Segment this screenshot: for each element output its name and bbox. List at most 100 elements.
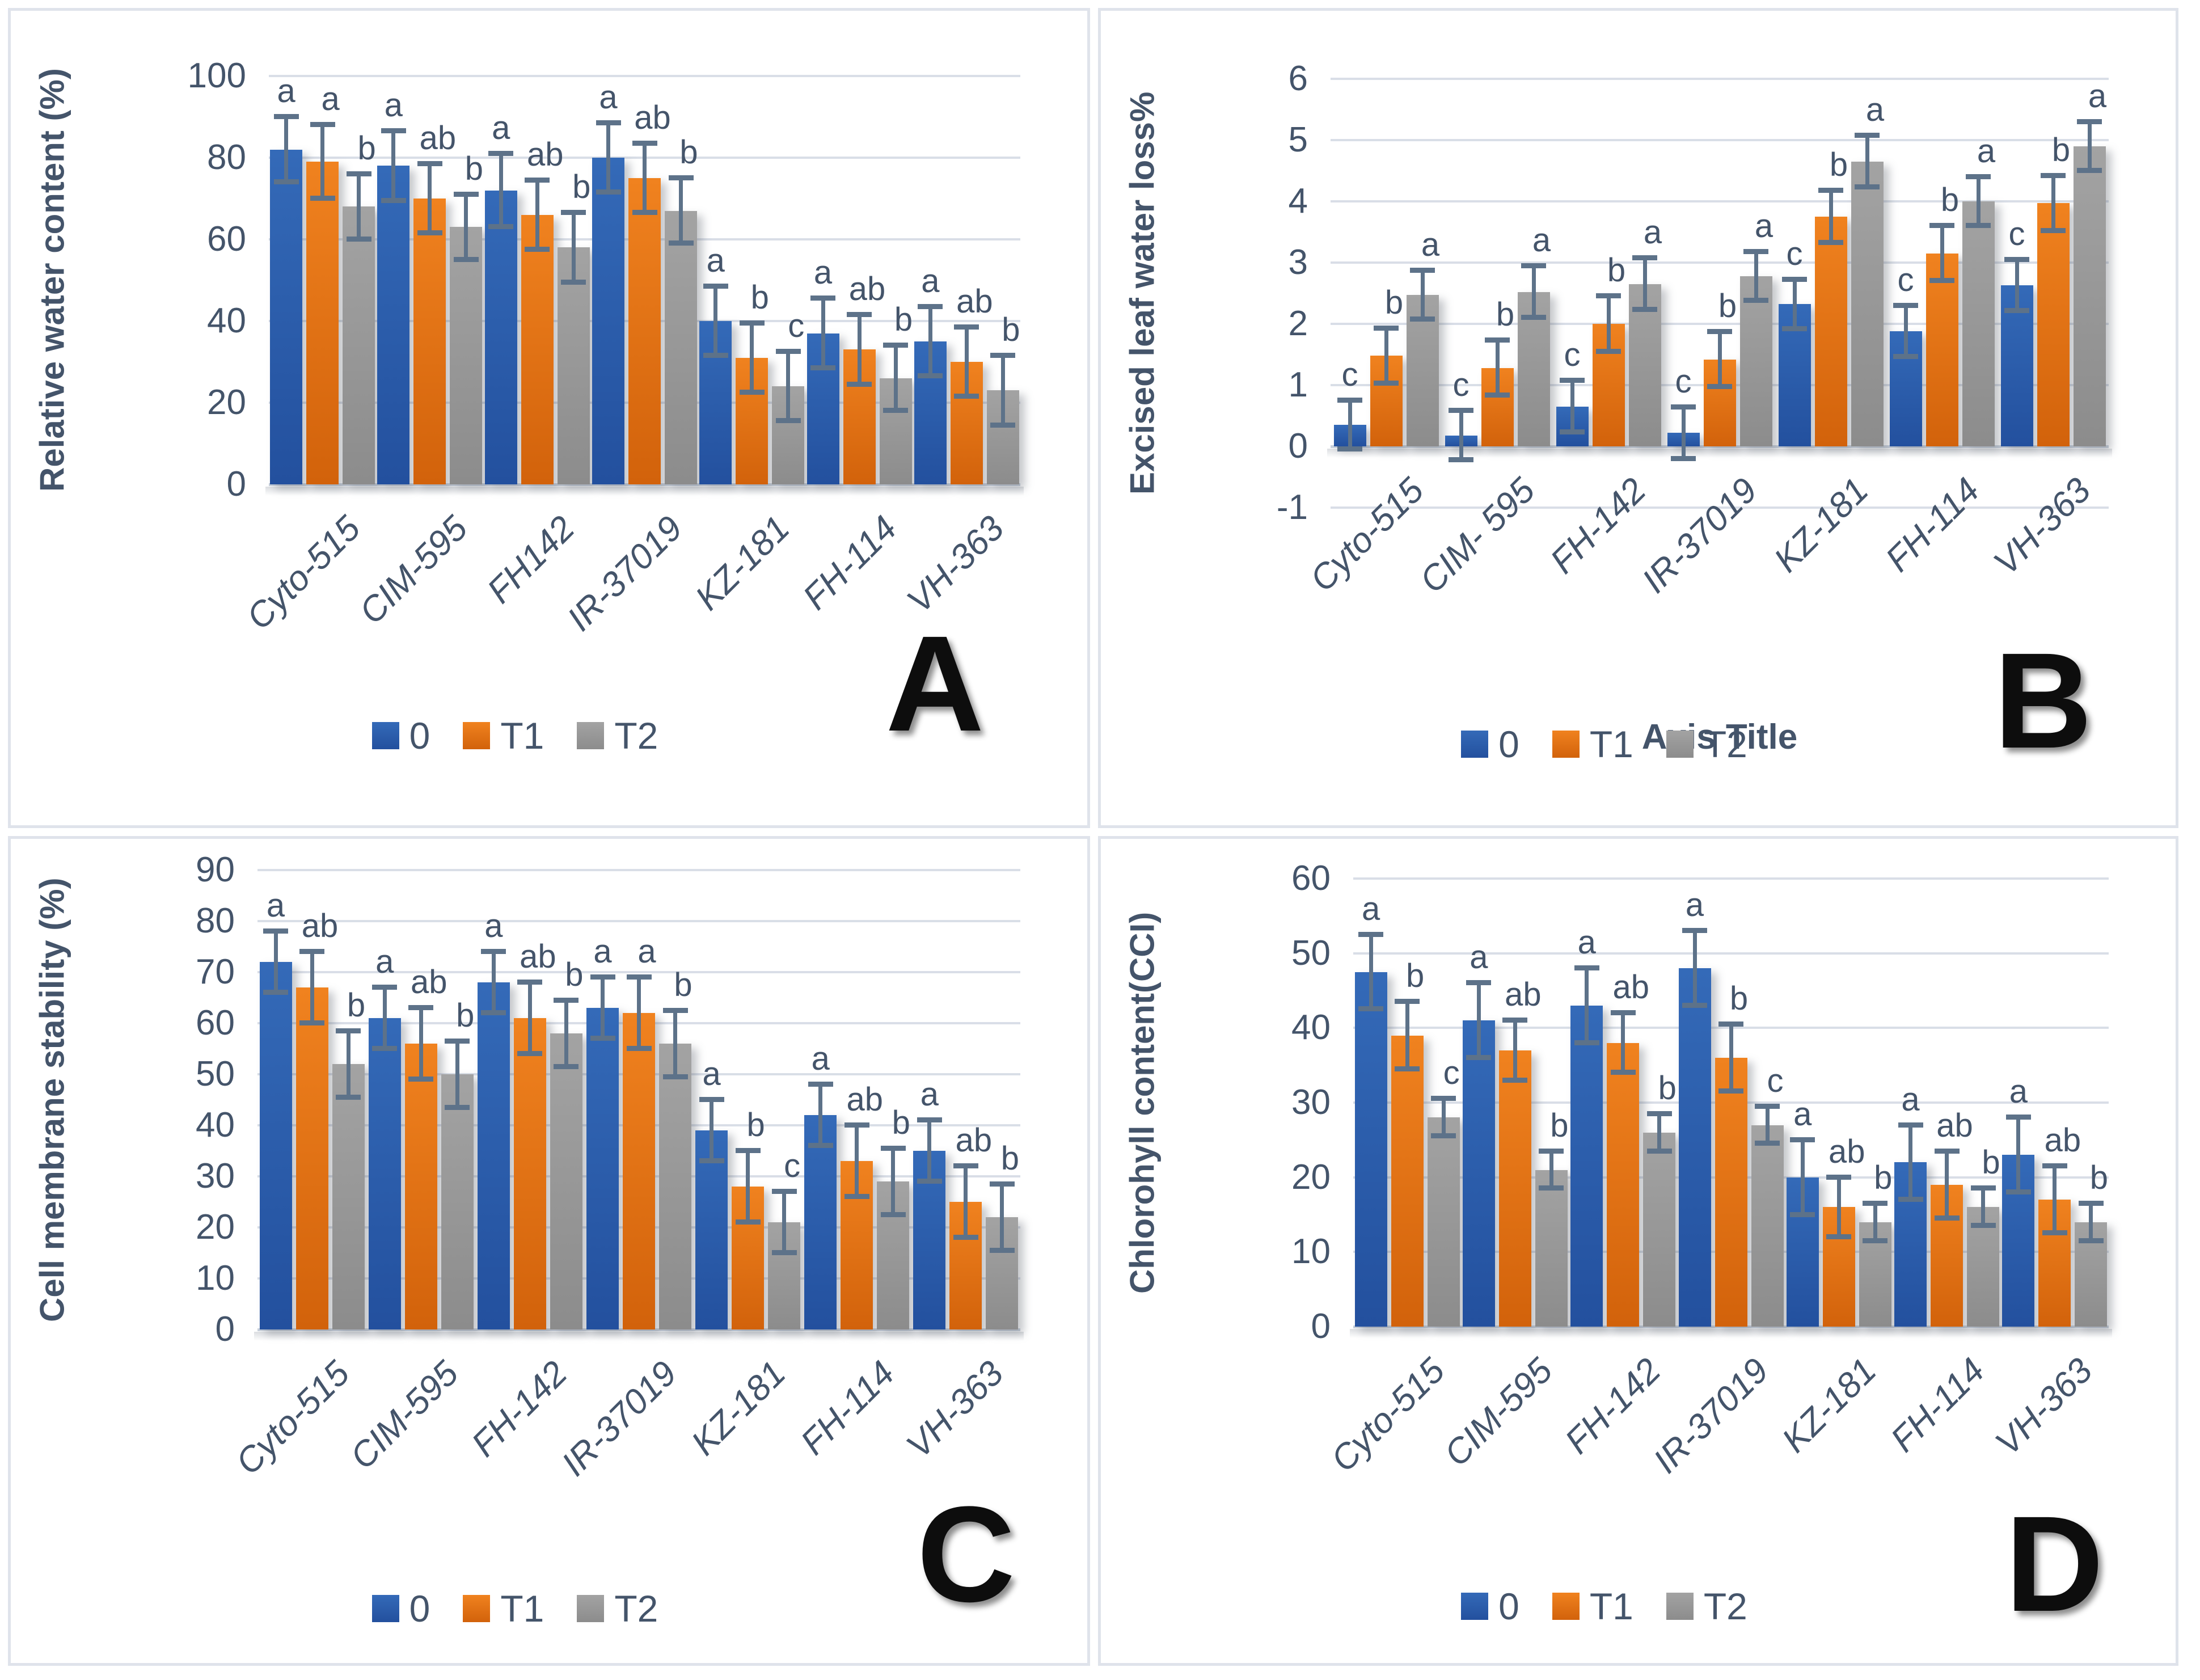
legend-label: T1 (500, 1588, 544, 1630)
error-bar-cap-top (703, 283, 728, 289)
error-bar-cap-bottom (310, 196, 335, 201)
error-bar-cap-bottom (1863, 1238, 1888, 1243)
error-bar-cap-top (771, 1189, 797, 1194)
panel-letter-d: D (2005, 1488, 2105, 1640)
error-bar (320, 125, 325, 199)
error-bar (1420, 271, 1425, 320)
error-bar-cap-top (2004, 256, 2029, 262)
bar-D-CIM-595-T2 (1535, 1170, 1568, 1327)
y-axis-title: Chlorohyll content(CCI) (1123, 911, 1162, 1294)
error-bar-cap-bottom (2042, 1230, 2067, 1236)
significance-letter: b (1874, 1159, 1893, 1196)
y-tick-label: 40 (1291, 1008, 1331, 1048)
error-bar (679, 178, 683, 244)
error-bar-cap-bottom (1743, 297, 1768, 303)
gridline (1331, 445, 2109, 448)
error-bar (964, 1166, 968, 1238)
significance-letter: a (1901, 1080, 1920, 1118)
x-category-label: FH142 (480, 508, 582, 611)
legend-swatch-blue (371, 722, 399, 749)
legend-label: T1 (1589, 1585, 1633, 1627)
error-bar-cap-bottom (372, 1046, 398, 1051)
error-bar-cap-top (561, 210, 586, 216)
x-category-label: FH-114 (1878, 470, 1987, 580)
bar-A-CIM-595-T1 (413, 199, 446, 484)
legend-label: T2 (614, 715, 658, 757)
error-bar-cap-top (1431, 1096, 1456, 1101)
error-bar (535, 180, 539, 250)
significance-letter: a (1754, 207, 1773, 244)
gridline (1353, 1326, 2109, 1328)
error-bar-cap-top (1610, 1010, 1636, 1015)
bar-D-IR-37019-T2 (1751, 1125, 1784, 1327)
error-bar (428, 163, 432, 234)
error-bar-cap-bottom (1574, 1040, 1599, 1045)
x-category-label: CIM- 595 (1412, 470, 1543, 601)
error-bar-cap-bottom (1646, 1148, 1672, 1154)
error-bar-cap-bottom (1970, 1223, 1996, 1229)
legend-swatch-orange (1552, 1593, 1580, 1620)
error-bar-cap-top (810, 296, 836, 301)
error-bar-cap-top (880, 1145, 906, 1151)
error-bar-cap-bottom (1632, 307, 1657, 313)
significance-letter: a (1362, 890, 1380, 927)
error-bar-cap-bottom (703, 353, 728, 358)
x-category-label: IR-37019 (1635, 470, 1765, 601)
error-bar (2089, 1203, 2093, 1241)
axis-shadow (1350, 1329, 2112, 1338)
error-bar-cap-bottom (1431, 1133, 1456, 1139)
significance-letter: a (2009, 1073, 2028, 1111)
error-bar-cap-top (1596, 293, 1621, 299)
significance-letter: b (1384, 284, 1404, 321)
significance-letter: b (1829, 146, 1848, 183)
error-bar (455, 1041, 459, 1108)
error-bar-cap-top (883, 343, 909, 348)
error-bar-cap-bottom (632, 210, 657, 216)
significance-letter: b (1658, 1069, 1677, 1107)
error-bar-cap-top (1718, 1021, 1743, 1027)
error-bar-cap-bottom (1826, 1234, 1852, 1239)
error-bar-cap-bottom (1755, 1141, 1780, 1146)
error-bar-cap-bottom (880, 1212, 906, 1217)
significance-letter: b (1729, 980, 1749, 1017)
y-tick-label: 4 (1288, 181, 1308, 221)
y-tick-label: 50 (1291, 933, 1331, 973)
bar-A-IR-37019-T2 (665, 210, 697, 484)
error-bar-cap-top (273, 114, 299, 119)
error-bar-cap-bottom (662, 1074, 688, 1079)
legend-swatch-orange (1552, 731, 1580, 758)
error-bar-cap-bottom (346, 237, 371, 242)
error-bar-cap-top (1755, 1103, 1780, 1109)
significance-letter: a (637, 933, 656, 970)
significance-letter: a (1643, 214, 1662, 251)
y-tick-label: 2 (1288, 304, 1308, 343)
error-bar-cap-bottom (1539, 1185, 1564, 1191)
error-bar-cap-bottom (990, 422, 1016, 428)
bar-D-FH-142-T2 (1643, 1132, 1676, 1327)
significance-letter: b (1496, 296, 1515, 334)
y-tick-label: 40 (196, 1105, 235, 1145)
gridline (1331, 78, 2109, 80)
legend-swatch-gray (1666, 731, 1694, 758)
y-tick-label: 0 (226, 465, 246, 504)
error-bar (1981, 1188, 1986, 1226)
significance-letter: c (2008, 215, 2025, 252)
error-bar-cap-top (668, 175, 694, 180)
error-bar-cap-top (699, 1097, 724, 1102)
error-bar-cap-top (2042, 1163, 2067, 1168)
error-bar (464, 194, 468, 260)
error-bar-cap-top (299, 949, 325, 954)
x-category-label: VH-363 (1986, 470, 2098, 583)
legend-label: T1 (1589, 723, 1633, 765)
error-bar-cap-bottom (1485, 392, 1510, 398)
significance-letter: b (892, 1104, 910, 1141)
significance-letter: a (921, 262, 940, 299)
legend-item-t2: T2 (1666, 1585, 1747, 1628)
error-bar (893, 345, 898, 411)
significance-letter: ab (526, 136, 564, 173)
error-bar-cap-bottom (488, 224, 514, 230)
legend-item-0: 0 (1461, 723, 1519, 766)
significance-letter: b (1550, 1107, 1569, 1144)
panel-a-relative-water-content: Relative water content (%) 0 20 40 60 80 100 C… (8, 8, 1090, 828)
error-bar-cap-top (1539, 1148, 1564, 1154)
